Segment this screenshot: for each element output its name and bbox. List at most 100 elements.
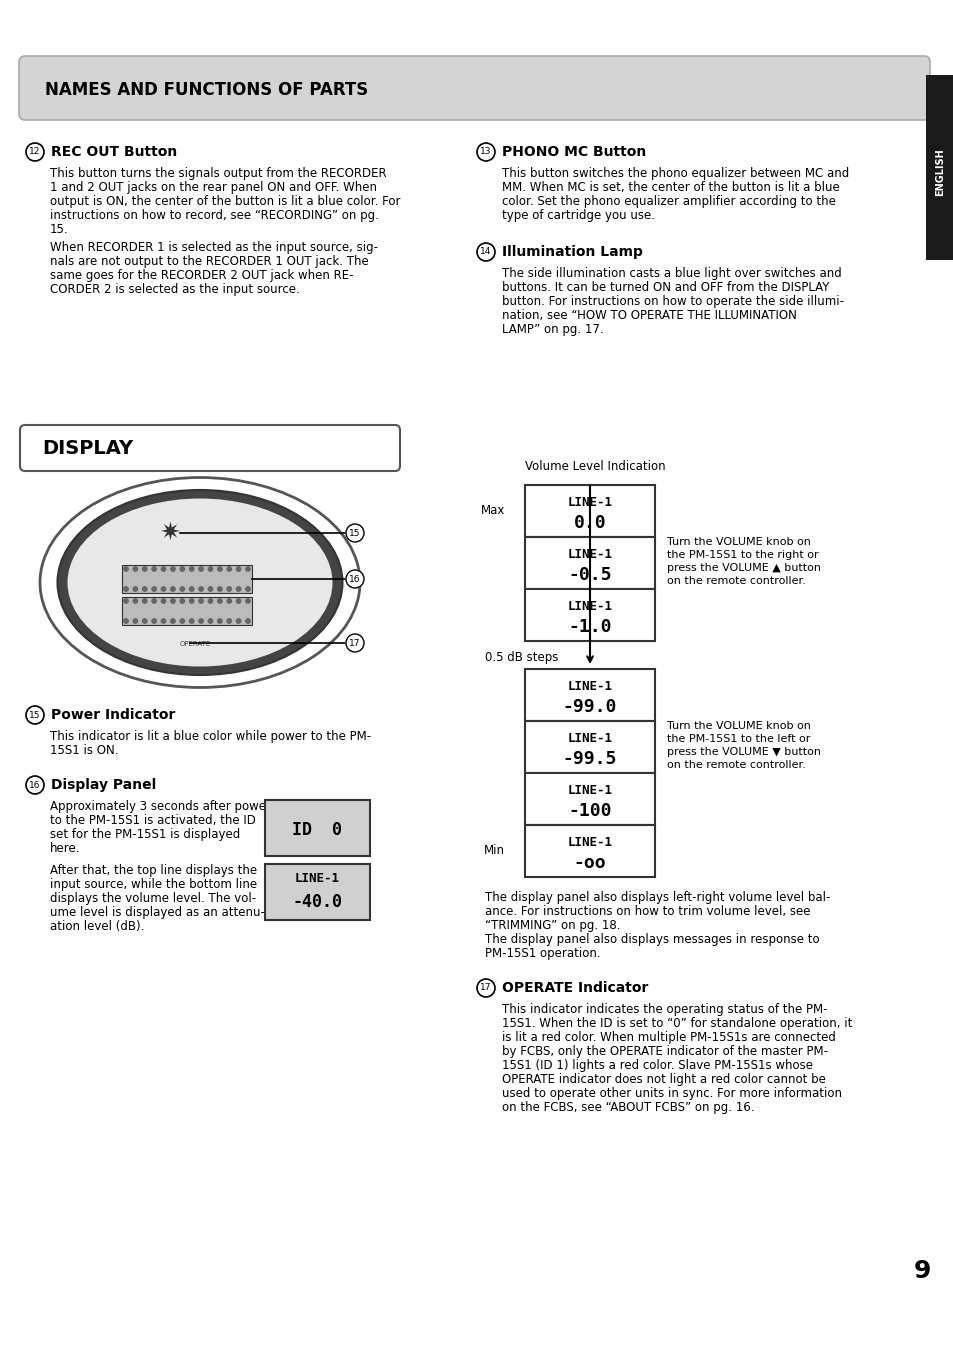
Circle shape <box>346 634 364 653</box>
Text: -0.5: -0.5 <box>568 566 611 584</box>
Bar <box>925 76 953 259</box>
Circle shape <box>190 586 193 592</box>
Ellipse shape <box>68 499 333 666</box>
Text: 9: 9 <box>912 1259 930 1283</box>
Text: here.: here. <box>50 842 80 855</box>
Circle shape <box>198 598 203 603</box>
Text: ance. For instructions on how to trim volume level, see: ance. For instructions on how to trim vo… <box>484 905 810 917</box>
Text: This indicator is lit a blue color while power to the PM-: This indicator is lit a blue color while… <box>50 730 371 743</box>
Circle shape <box>180 586 184 592</box>
Circle shape <box>236 598 240 603</box>
Text: input source, while the bottom line: input source, while the bottom line <box>50 878 257 892</box>
Text: LINE-1: LINE-1 <box>567 731 612 744</box>
Circle shape <box>133 567 137 571</box>
Text: PM-15S1 operation.: PM-15S1 operation. <box>484 947 600 961</box>
Text: PHONO MC Button: PHONO MC Button <box>501 145 645 159</box>
Text: Turn the VOLUME knob on: Turn the VOLUME knob on <box>666 721 810 731</box>
Text: OPERATE Indicator: OPERATE Indicator <box>501 981 648 994</box>
Text: This indicator indicates the operating status of the PM-: This indicator indicates the operating s… <box>501 1002 826 1016</box>
Text: The display panel also displays messages in response to: The display panel also displays messages… <box>484 934 819 946</box>
Circle shape <box>180 619 184 623</box>
Text: 15: 15 <box>30 711 41 720</box>
Text: 0.5 dB steps: 0.5 dB steps <box>484 650 558 663</box>
Text: Max: Max <box>480 504 504 517</box>
Circle shape <box>198 567 203 571</box>
Circle shape <box>171 598 175 603</box>
Circle shape <box>152 567 156 571</box>
Circle shape <box>133 586 137 592</box>
Text: REC OUT Button: REC OUT Button <box>51 145 177 159</box>
Circle shape <box>190 567 193 571</box>
Text: -100: -100 <box>568 802 611 820</box>
Text: Turn the VOLUME knob on: Turn the VOLUME knob on <box>666 536 810 547</box>
Text: When RECORDER 1 is selected as the input source, sig-: When RECORDER 1 is selected as the input… <box>50 240 377 254</box>
Text: Illumination Lamp: Illumination Lamp <box>501 245 642 259</box>
Text: 15.: 15. <box>50 223 69 236</box>
Text: ID  0: ID 0 <box>293 821 342 839</box>
Text: the PM-15S1 to the left or: the PM-15S1 to the left or <box>666 734 809 744</box>
Circle shape <box>171 586 175 592</box>
Text: -1.0: -1.0 <box>568 617 611 636</box>
Circle shape <box>227 567 232 571</box>
Text: MM. When MC is set, the center of the button is lit a blue: MM. When MC is set, the center of the bu… <box>501 181 839 195</box>
Text: 15S1 (ID 1) lights a red color. Slave PM-15S1s whose: 15S1 (ID 1) lights a red color. Slave PM… <box>501 1059 812 1071</box>
Text: ume level is displayed as an attenu-: ume level is displayed as an attenu- <box>50 907 265 919</box>
Circle shape <box>236 619 240 623</box>
Circle shape <box>142 619 147 623</box>
Circle shape <box>142 586 147 592</box>
Text: LINE-1: LINE-1 <box>567 496 612 508</box>
Text: CORDER 2 is selected as the input source.: CORDER 2 is selected as the input source… <box>50 282 299 296</box>
Ellipse shape <box>40 477 359 688</box>
Text: 17: 17 <box>349 639 360 647</box>
Text: on the remote controller.: on the remote controller. <box>666 576 805 586</box>
Circle shape <box>246 567 250 571</box>
Text: 15: 15 <box>349 528 360 538</box>
Text: displays the volume level. The vol-: displays the volume level. The vol- <box>50 892 255 905</box>
Circle shape <box>152 586 156 592</box>
Text: The display panel also displays left-right volume level bal-: The display panel also displays left-rig… <box>484 892 829 904</box>
Text: the PM-15S1 to the right or: the PM-15S1 to the right or <box>666 550 818 561</box>
Text: -40.0: -40.0 <box>293 893 342 911</box>
Bar <box>524 773 655 825</box>
Circle shape <box>476 243 495 261</box>
Text: instructions on how to record, see “RECORDING” on pg.: instructions on how to record, see “RECO… <box>50 209 378 222</box>
Text: LINE-1: LINE-1 <box>294 873 339 885</box>
Circle shape <box>133 619 137 623</box>
Circle shape <box>208 567 213 571</box>
Circle shape <box>152 619 156 623</box>
Bar <box>524 536 655 589</box>
Text: 14: 14 <box>479 247 491 257</box>
Text: 12: 12 <box>30 147 41 157</box>
Text: press the VOLUME ▼ button: press the VOLUME ▼ button <box>666 747 821 757</box>
Circle shape <box>161 586 166 592</box>
Text: OPERATE indicator does not light a red color cannot be: OPERATE indicator does not light a red c… <box>501 1073 825 1086</box>
Text: This button turns the signals output from the RECORDER: This button turns the signals output fro… <box>50 168 386 180</box>
Text: used to operate other units in sync. For more information: used to operate other units in sync. For… <box>501 1088 841 1100</box>
Text: same goes for the RECORDER 2 OUT jack when RE-: same goes for the RECORDER 2 OUT jack wh… <box>50 269 354 282</box>
Circle shape <box>476 143 495 161</box>
Circle shape <box>217 586 222 592</box>
Circle shape <box>217 567 222 571</box>
Text: press the VOLUME ▲ button: press the VOLUME ▲ button <box>666 563 821 573</box>
Text: Volume Level Indication: Volume Level Indication <box>524 459 665 473</box>
Text: -99.5: -99.5 <box>562 750 617 767</box>
Circle shape <box>180 567 184 571</box>
Circle shape <box>227 598 232 603</box>
Text: OPERATE: OPERATE <box>180 640 211 647</box>
Circle shape <box>227 619 232 623</box>
Circle shape <box>217 619 222 623</box>
Circle shape <box>171 619 175 623</box>
Text: Display Panel: Display Panel <box>51 778 156 792</box>
Circle shape <box>124 598 128 603</box>
Bar <box>524 485 655 536</box>
Circle shape <box>190 598 193 603</box>
Text: This button switches the phono equalizer between MC and: This button switches the phono equalizer… <box>501 168 848 180</box>
Text: NAMES AND FUNCTIONS OF PARTS: NAMES AND FUNCTIONS OF PARTS <box>45 81 368 99</box>
FancyBboxPatch shape <box>20 426 399 471</box>
Text: color. Set the phono equalizer amplifier according to the: color. Set the phono equalizer amplifier… <box>501 195 835 208</box>
Circle shape <box>476 979 495 997</box>
Bar <box>265 800 370 857</box>
Text: 0.0: 0.0 <box>573 513 606 532</box>
Circle shape <box>124 619 128 623</box>
Circle shape <box>124 586 128 592</box>
